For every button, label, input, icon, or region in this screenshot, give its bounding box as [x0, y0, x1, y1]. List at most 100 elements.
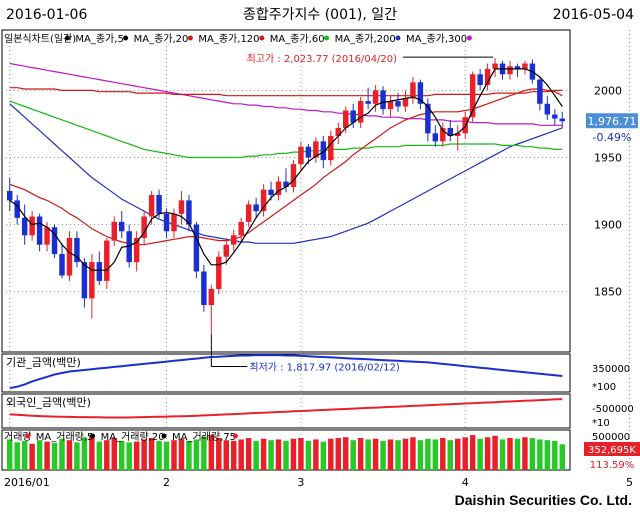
volume-bar — [477, 438, 483, 470]
volume-legend-entry: MA_거래량,20 — [101, 431, 165, 443]
volume-bar — [559, 444, 565, 470]
candle — [231, 235, 237, 245]
candle — [298, 146, 304, 165]
volume-bar — [492, 435, 498, 470]
candle — [447, 127, 453, 136]
volume-legend-entry: MA_거래량,5 — [36, 431, 94, 443]
x-tick-label: 2016/01 — [4, 476, 50, 489]
volume-bar — [74, 442, 80, 470]
candle — [193, 224, 200, 272]
volume-legend-swatch — [232, 433, 238, 439]
candle — [223, 244, 229, 257]
candle — [74, 237, 80, 263]
volume-bar — [231, 440, 237, 470]
candle — [477, 74, 483, 86]
candle — [357, 101, 364, 123]
candle — [469, 74, 476, 118]
legend-swatch — [324, 35, 330, 41]
candle — [387, 101, 394, 110]
candle — [148, 195, 155, 217]
footer-company: Daishin Securities Co. Ltd. — [454, 492, 632, 508]
volume-bar — [111, 438, 117, 470]
candle — [21, 217, 28, 236]
volume-bar — [253, 440, 259, 470]
start-date: 2016-01-06 — [6, 7, 88, 23]
volume-bar — [552, 440, 558, 470]
ma200-line — [9, 103, 563, 244]
legend-swatch — [64, 35, 70, 41]
candle — [111, 221, 117, 241]
volume-bar — [298, 438, 304, 470]
candle — [51, 227, 58, 255]
legend-swatch — [123, 35, 129, 41]
volume-bar — [126, 442, 132, 470]
volume-bar — [432, 439, 439, 470]
volume-bar — [245, 438, 252, 470]
volume-bar — [223, 440, 229, 470]
y-tick-label: 1950 — [594, 151, 622, 164]
volume-bar — [343, 437, 349, 470]
volume-legend-swatch — [90, 433, 96, 439]
candle — [96, 262, 103, 281]
candle — [66, 237, 73, 276]
institution-axis-label: 350000 — [592, 364, 630, 375]
volume-last-value: 352,695K — [588, 445, 636, 456]
volume-bar — [335, 438, 341, 470]
volume-bar — [178, 438, 185, 470]
candle — [7, 191, 13, 201]
candle — [402, 98, 409, 107]
volume-bar — [462, 437, 468, 470]
candle — [559, 118, 565, 122]
x-tick-label: 4 — [462, 476, 469, 489]
volume-bar — [66, 440, 73, 470]
institution-label: 기관_금액(백만) — [6, 356, 81, 369]
volume-bar — [201, 436, 207, 470]
volume-bar — [238, 439, 244, 470]
candle — [186, 200, 192, 225]
volume-bar — [81, 437, 88, 470]
legend-entry: MA_종가,200 — [335, 33, 396, 45]
candle — [104, 240, 110, 281]
volume-bar — [499, 439, 506, 470]
volume-bar — [537, 439, 543, 470]
chart-title: 종합주가지수 (001), 일간 — [242, 7, 398, 23]
volume-bar — [387, 439, 394, 470]
x-tick-label: 2 — [163, 476, 170, 489]
volume-bar — [96, 441, 103, 470]
candle — [350, 110, 356, 123]
y-tick-label: 2000 — [594, 84, 622, 97]
candle — [126, 231, 132, 263]
volume-bar — [522, 437, 528, 470]
volume-last-change: 113.59% — [590, 460, 635, 471]
ma120-line — [9, 87, 563, 97]
legend-entry: MA_종가,60 — [270, 33, 325, 45]
volume-bar — [14, 442, 20, 470]
candle — [417, 82, 424, 104]
ma60-line — [9, 100, 563, 159]
candle — [141, 216, 147, 238]
volume-bar — [440, 438, 446, 470]
volume-bar — [402, 438, 409, 470]
candle — [283, 181, 289, 187]
x-tick-label: 3 — [297, 476, 304, 489]
candle — [544, 103, 551, 115]
volume-bar — [395, 440, 401, 470]
volume-legend-entry: 거래량 — [4, 431, 32, 443]
candle — [537, 79, 543, 104]
main-plot-frame — [1, 29, 571, 353]
candle — [290, 164, 297, 187]
volume-bar — [156, 440, 162, 470]
volume-bar — [372, 438, 379, 470]
candle — [328, 135, 334, 161]
volume-bar — [544, 440, 551, 470]
volume-bar — [484, 437, 491, 470]
candle — [89, 262, 95, 299]
legend-swatch — [466, 35, 472, 41]
volume-bar — [89, 435, 95, 470]
volume-bar — [507, 438, 513, 470]
legend-swatch — [259, 35, 265, 41]
candle — [275, 181, 282, 196]
candle — [335, 127, 341, 136]
candle — [410, 82, 416, 99]
